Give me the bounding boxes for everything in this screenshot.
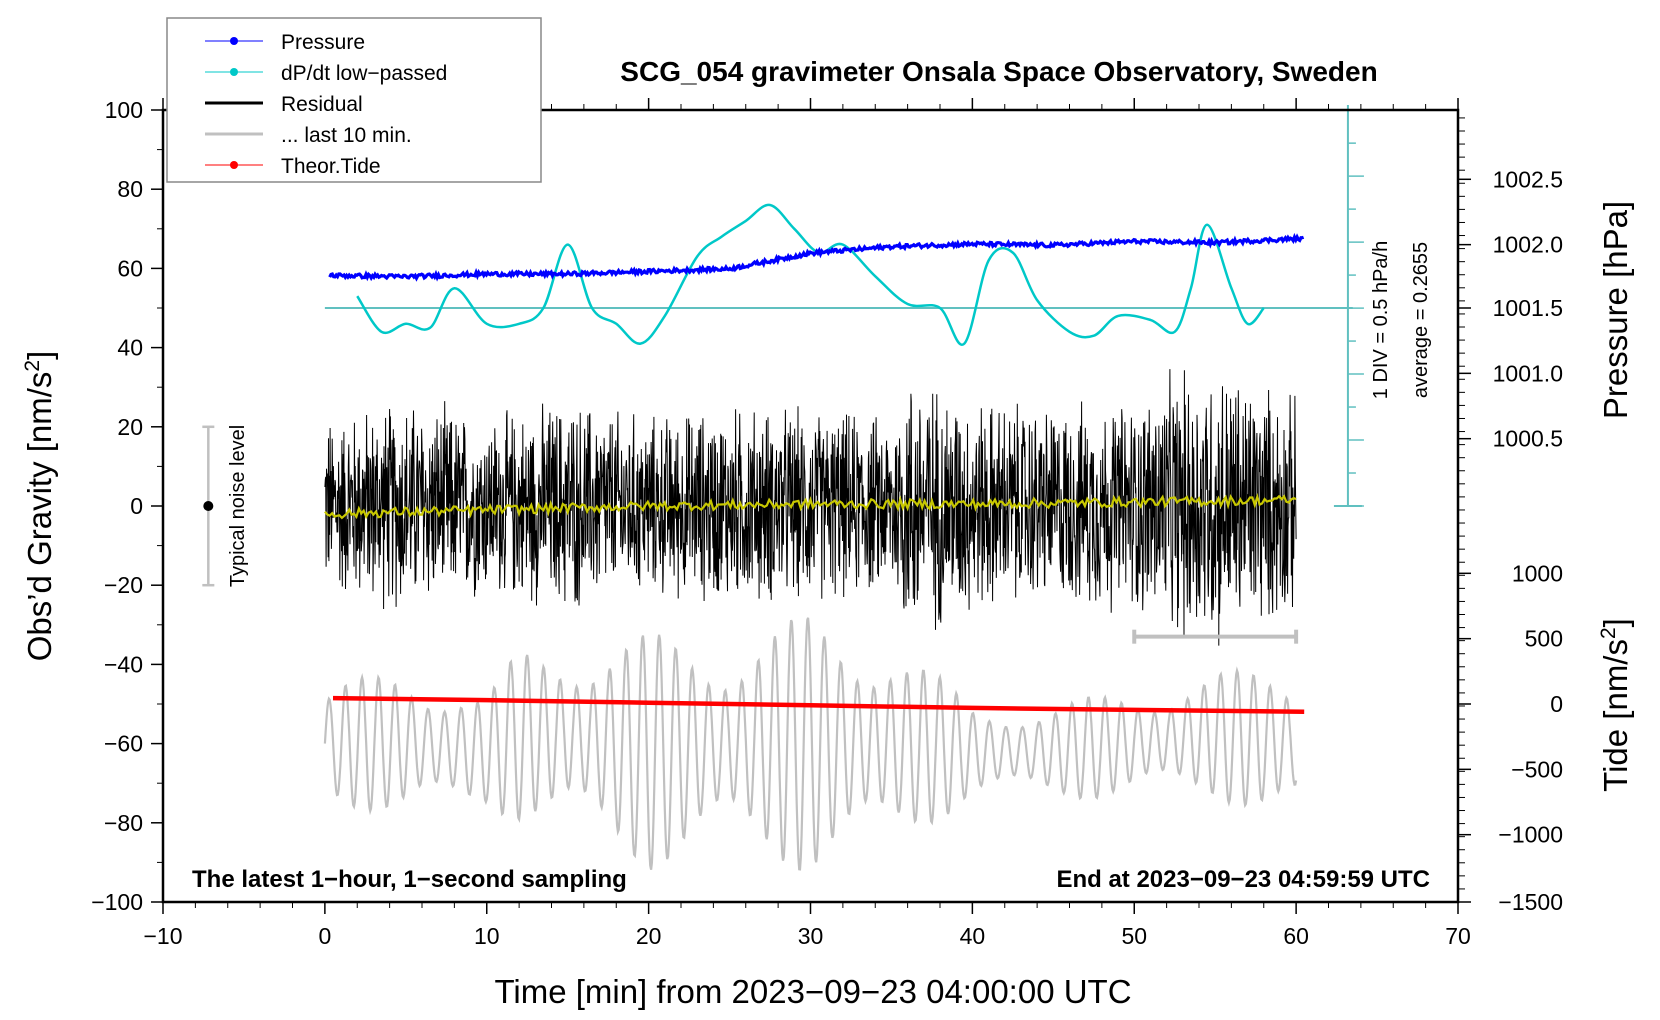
- legend-swatch-dot: [230, 37, 238, 45]
- legend-label: Pressure: [281, 31, 365, 54]
- theor-tide-series: [332, 695, 1305, 715]
- x-tick-label: 50: [1121, 923, 1147, 949]
- legend-item: Pressure: [205, 31, 365, 54]
- scale-bar-label: 1 DIV = 0.5 hPa/h: [1370, 241, 1392, 399]
- y-tick-label: 100: [105, 97, 143, 123]
- scale-bar-average: average = 0.2655: [1410, 242, 1432, 398]
- y-axis-title-sup: 2: [21, 360, 44, 372]
- legend-item: ... last 10 min.: [205, 124, 412, 147]
- tide-axis-title-sup: 2: [1597, 627, 1620, 639]
- tide-tick-label: −1500: [1498, 889, 1563, 915]
- x-axis-title: Time [min] from 2023−09−23 04:00:00 UTC: [494, 973, 1131, 1010]
- x-tick-label: 70: [1445, 923, 1471, 949]
- legend-item: Residual: [205, 93, 363, 116]
- tide-tick-label: −1000: [1498, 822, 1563, 848]
- residual-smoothed-line: [324, 492, 1297, 520]
- legend-label: dP/dt low−passed: [281, 62, 447, 85]
- theor-tide-line: [332, 695, 1305, 715]
- x-tick-label: 20: [636, 923, 662, 949]
- y-axis-title-end: ]: [21, 351, 58, 360]
- tide-axis-title: Tide [nm/s2]: [1597, 618, 1634, 792]
- legend-label: ... last 10 min.: [281, 124, 412, 147]
- y-tick-label: −20: [104, 572, 143, 598]
- tide-axis-title-end: ]: [1597, 618, 1634, 627]
- x-tick-label: 60: [1283, 923, 1309, 949]
- pressure-tick-label: 1000.5: [1493, 426, 1563, 452]
- pressure-line: [328, 232, 1305, 282]
- tide-axis-title-main: Tide [nm/s: [1597, 639, 1634, 792]
- legend-label: Theor.Tide: [281, 155, 381, 178]
- tide-tick-label: 0: [1550, 691, 1563, 717]
- x-tick-label: 40: [960, 923, 986, 949]
- legend: Pressure dP/dt low−passed Residual ... last…: [166, 17, 542, 183]
- pressure-tick-label: 1001.0: [1493, 360, 1563, 386]
- end-time-annotation: End at 2023−09−23 04:59:59 UTC: [1056, 866, 1430, 893]
- noise-level-label: Typical noise level: [227, 425, 249, 587]
- residual-line: [324, 369, 1297, 646]
- x-tick-label: 0: [318, 923, 331, 949]
- x-tick-label: 30: [798, 923, 824, 949]
- tide-tick-label: −500: [1511, 756, 1563, 782]
- y-tick-label: 80: [117, 176, 143, 202]
- pressure-tick-label: 1002.5: [1493, 166, 1563, 192]
- residual-smoothed-series: [324, 492, 1297, 520]
- pressure-tick-label: 1002.0: [1493, 232, 1563, 258]
- legend-swatch-dot: [230, 68, 238, 76]
- pressure-tick-label: 1001.5: [1493, 295, 1563, 321]
- chart-extras: [202, 105, 1364, 644]
- sampling-annotation: The latest 1−hour, 1−second sampling: [192, 866, 627, 893]
- tide-tick-label: 500: [1525, 626, 1563, 652]
- axes: −10 0 10 20 30 40 50 60 70100806040200−20−40−60−…: [91, 97, 1563, 949]
- y-axis-title: Obs’d Gravity [nm/s2]: [21, 351, 58, 662]
- pressure-axis-title: Pressure [hPa]: [1597, 201, 1634, 419]
- last-10-min-line: [323, 617, 1298, 871]
- noise-center-dot: [203, 501, 214, 511]
- last-10-min-series: [323, 617, 1298, 871]
- pressure-series: [328, 232, 1305, 282]
- legend-swatch-dot: [230, 161, 238, 169]
- y-tick-label: 40: [117, 335, 143, 361]
- y-tick-label: −100: [91, 889, 143, 915]
- y-tick-label: −60: [104, 731, 143, 757]
- x-tick-label: 10: [474, 923, 500, 949]
- legend-label: Residual: [281, 93, 363, 116]
- legend-item: Theor.Tide: [205, 155, 381, 178]
- y-tick-label: 20: [117, 414, 143, 440]
- x-tick-label: −10: [143, 923, 182, 949]
- y-tick-label: 0: [130, 493, 143, 519]
- residual-series: [324, 369, 1297, 646]
- tide-tick-label: 1000: [1512, 560, 1563, 586]
- legend-box: [166, 17, 542, 183]
- legend-item: dP/dt low−passed: [205, 62, 447, 85]
- y-tick-label: 60: [117, 255, 143, 281]
- y-tick-label: −80: [104, 810, 143, 836]
- chart-title: SCG_054 gravimeter Onsala Space Observat…: [620, 56, 1377, 87]
- y-tick-label: −40: [104, 651, 143, 677]
- y-axis-title-main: Obs’d Gravity [nm/s: [21, 372, 58, 662]
